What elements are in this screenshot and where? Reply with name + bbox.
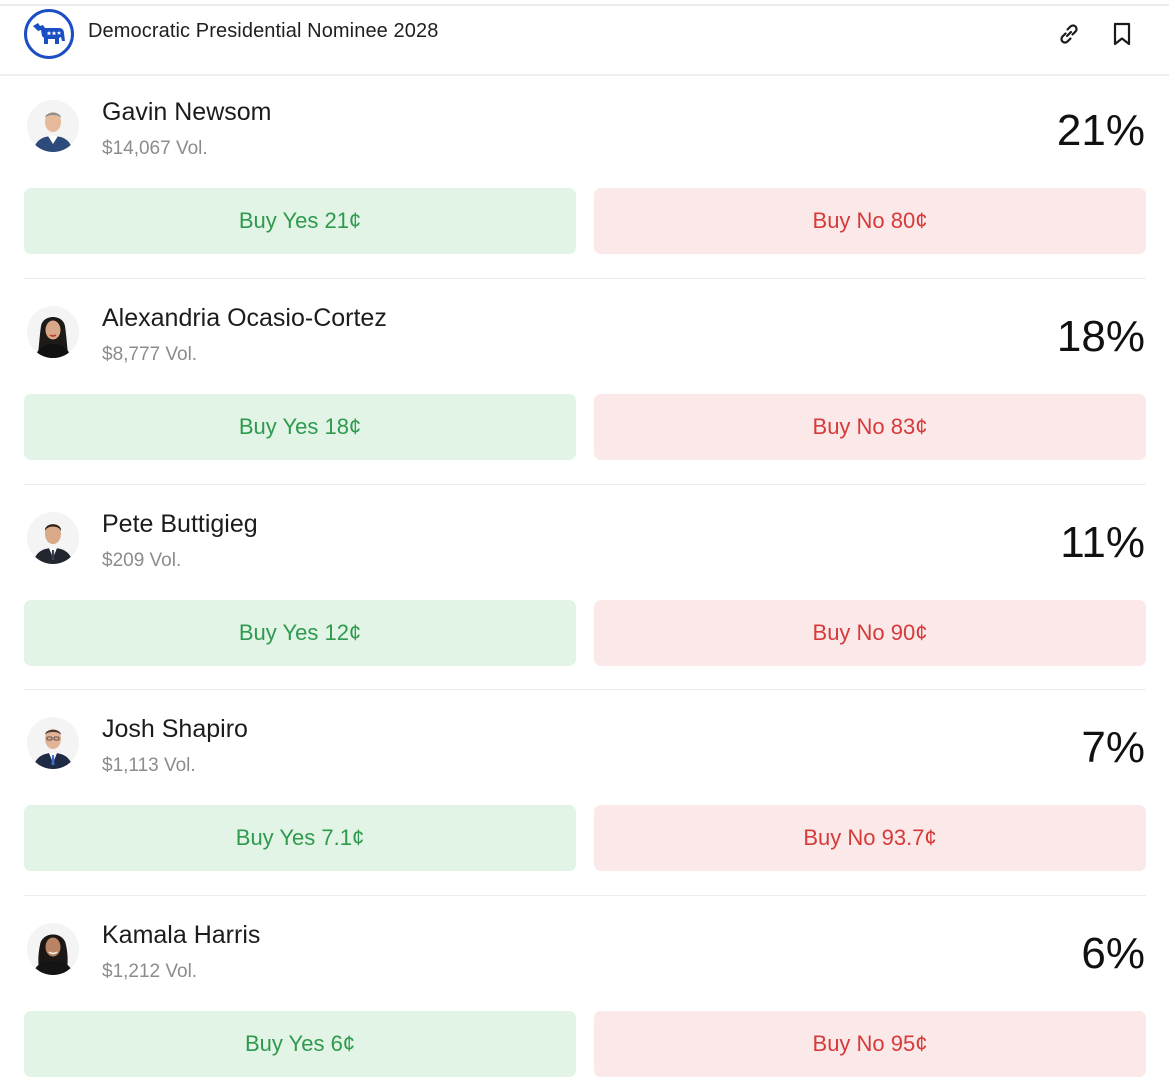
candidate-volume: $209 Vol. (102, 550, 182, 571)
buy-no-button[interactable]: Buy No 95¢ (594, 1011, 1146, 1077)
candidate-avatar (27, 717, 79, 769)
row-divider (24, 689, 1146, 690)
row-divider (24, 895, 1146, 896)
buy-no-button[interactable]: Buy No 90¢ (594, 600, 1146, 666)
market-title: Democratic Presidential Nominee 2028 (88, 20, 439, 42)
market-header: Democratic Presidential Nominee 2028 (0, 6, 1169, 76)
candidate-avatar (27, 306, 79, 358)
candidate-row: Josh Shapiro $1,113 Vol. 7% Buy Yes 7.1¢… (0, 695, 1169, 901)
candidate-row: Alexandria Ocasio-Cortez $8,777 Vol. 18%… (0, 284, 1169, 490)
candidate-volume: $1,113 Vol. (102, 755, 196, 776)
candidate-name: Pete Buttigieg (102, 510, 258, 538)
candidate-chance: 6% (1081, 929, 1145, 978)
link-icon[interactable] (1055, 20, 1083, 48)
candidate-name: Alexandria Ocasio-Cortez (102, 304, 387, 332)
buy-yes-button[interactable]: Buy Yes 21¢ (24, 188, 576, 254)
candidate-volume: $14,067 Vol. (102, 138, 208, 159)
top-divider (0, 4, 1169, 6)
buy-yes-button[interactable]: Buy Yes 18¢ (24, 394, 576, 460)
buy-no-button[interactable]: Buy No 93.7¢ (594, 805, 1146, 871)
candidate-avatar (27, 512, 79, 564)
buy-no-button[interactable]: Buy No 80¢ (594, 188, 1146, 254)
candidate-row: Kamala Harris $1,212 Vol. 6% Buy Yes 6¢ … (0, 901, 1169, 1087)
candidate-avatar (27, 923, 79, 975)
buy-yes-button[interactable]: Buy Yes 12¢ (24, 600, 576, 666)
candidate-name: Josh Shapiro (102, 715, 248, 743)
buy-yes-button[interactable]: Buy Yes 7.1¢ (24, 805, 576, 871)
candidate-volume: $1,212 Vol. (102, 961, 198, 982)
candidate-chance: 18% (1056, 312, 1145, 361)
row-divider (24, 484, 1146, 485)
candidate-chance: 7% (1081, 723, 1145, 772)
buy-yes-button[interactable]: Buy Yes 6¢ (24, 1011, 576, 1077)
candidate-row: Gavin Newsom $14,067 Vol. 21% Buy Yes 21… (0, 78, 1169, 284)
row-divider (24, 278, 1146, 279)
candidate-avatar (27, 100, 79, 152)
candidate-row: Pete Buttigieg $209 Vol. 11% Buy Yes 12¢… (0, 490, 1169, 696)
buy-no-button[interactable]: Buy No 83¢ (594, 394, 1146, 460)
candidate-name: Kamala Harris (102, 921, 261, 949)
donkey-icon (24, 9, 74, 59)
candidate-volume: $8,777 Vol. (102, 344, 198, 365)
candidate-name: Gavin Newsom (102, 98, 272, 126)
candidate-chance: 11% (1060, 518, 1145, 567)
bookmark-icon[interactable] (1108, 20, 1136, 48)
candidate-chance: 21% (1056, 106, 1145, 155)
